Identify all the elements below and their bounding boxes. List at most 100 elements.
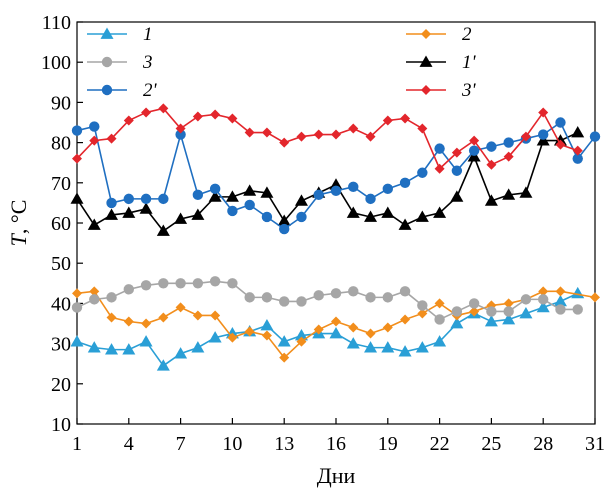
data-point bbox=[261, 292, 273, 303]
data-point bbox=[122, 206, 136, 218]
data-point bbox=[503, 151, 514, 162]
data-point bbox=[141, 318, 152, 329]
data-point bbox=[469, 306, 480, 317]
x-axis-label: Дни bbox=[317, 463, 356, 488]
data-point bbox=[538, 294, 549, 305]
data-point bbox=[434, 143, 445, 154]
data-point bbox=[296, 211, 307, 223]
data-point bbox=[555, 286, 566, 297]
data-point bbox=[106, 197, 117, 209]
data-point bbox=[503, 298, 514, 309]
data-point bbox=[296, 131, 307, 142]
data-point bbox=[433, 335, 447, 347]
data-point bbox=[555, 139, 566, 150]
data-point bbox=[313, 189, 324, 201]
data-point bbox=[313, 290, 324, 301]
data-point bbox=[70, 335, 84, 347]
data-point bbox=[225, 190, 239, 202]
y-tick-label: 30 bbox=[51, 334, 71, 356]
data-point bbox=[123, 316, 134, 327]
data-point bbox=[243, 184, 257, 196]
legend-item: 3' bbox=[406, 80, 477, 101]
series-line bbox=[76, 131, 579, 233]
legend-item: 1 bbox=[87, 24, 153, 45]
data-point bbox=[89, 286, 100, 297]
data-point bbox=[555, 117, 566, 128]
data-point bbox=[381, 206, 395, 218]
data-point bbox=[365, 292, 376, 303]
data-point bbox=[174, 347, 188, 359]
y-tick-label: 70 bbox=[51, 173, 71, 195]
data-point bbox=[261, 211, 273, 223]
y-tick-label: 10 bbox=[51, 414, 71, 436]
legend-label: 3 bbox=[142, 52, 153, 73]
data-point bbox=[139, 202, 153, 214]
data-point bbox=[329, 327, 343, 339]
data-point bbox=[331, 129, 341, 140]
data-point bbox=[192, 111, 203, 122]
data-point bbox=[503, 137, 514, 148]
series-1 bbox=[70, 286, 585, 371]
legend-item: 3 bbox=[87, 52, 153, 73]
data-point bbox=[433, 206, 447, 218]
data-point bbox=[106, 133, 117, 144]
legend-label: 3' bbox=[461, 80, 477, 101]
data-point bbox=[538, 129, 549, 140]
data-point bbox=[174, 212, 188, 224]
data-point bbox=[417, 300, 428, 311]
data-point bbox=[208, 331, 222, 343]
data-point bbox=[277, 214, 291, 226]
data-point bbox=[175, 278, 186, 289]
data-point bbox=[503, 306, 514, 317]
x-tick-label: 10 bbox=[222, 433, 242, 455]
data-point bbox=[296, 296, 307, 307]
data-point bbox=[382, 183, 393, 195]
data-point bbox=[468, 298, 480, 309]
data-point bbox=[348, 322, 359, 333]
x-tick-label: 22 bbox=[430, 433, 450, 455]
data-point bbox=[123, 284, 134, 295]
data-point bbox=[382, 322, 393, 333]
data-point bbox=[536, 134, 550, 146]
x-tick-label: 7 bbox=[176, 433, 186, 455]
data-point bbox=[140, 193, 152, 205]
data-point bbox=[279, 296, 290, 307]
data-point bbox=[536, 300, 550, 313]
data-point bbox=[141, 107, 152, 118]
data-point bbox=[70, 192, 84, 204]
legend-item: 2 bbox=[406, 24, 472, 45]
data-point bbox=[398, 218, 412, 230]
data-point bbox=[244, 127, 255, 138]
data-point bbox=[191, 341, 205, 353]
data-point bbox=[451, 165, 463, 176]
data-point bbox=[417, 123, 428, 134]
data-point bbox=[313, 129, 324, 140]
y-axis-label-symbol: T bbox=[6, 232, 31, 246]
data-point bbox=[450, 317, 464, 329]
legend: 1 3 2' 2 1' 3' bbox=[87, 24, 477, 101]
data-point bbox=[434, 298, 445, 309]
data-point bbox=[346, 206, 360, 218]
data-point bbox=[89, 121, 100, 132]
data-point bbox=[434, 163, 445, 174]
data-point bbox=[227, 205, 238, 217]
data-point bbox=[294, 329, 308, 341]
data-point bbox=[348, 123, 359, 134]
data-point bbox=[486, 306, 497, 317]
data-point bbox=[502, 312, 516, 325]
data-point bbox=[365, 131, 376, 142]
data-point bbox=[571, 126, 585, 138]
data-point bbox=[296, 336, 307, 347]
data-point bbox=[572, 304, 583, 315]
data-point bbox=[417, 308, 428, 319]
data-point bbox=[346, 337, 360, 349]
data-point bbox=[415, 210, 429, 222]
series-3 bbox=[71, 276, 583, 325]
data-point bbox=[209, 276, 221, 287]
data-point bbox=[244, 326, 255, 337]
data-point bbox=[89, 294, 100, 305]
data-point bbox=[590, 292, 600, 303]
data-point bbox=[158, 193, 169, 205]
data-point bbox=[348, 286, 359, 297]
data-point bbox=[260, 319, 274, 331]
